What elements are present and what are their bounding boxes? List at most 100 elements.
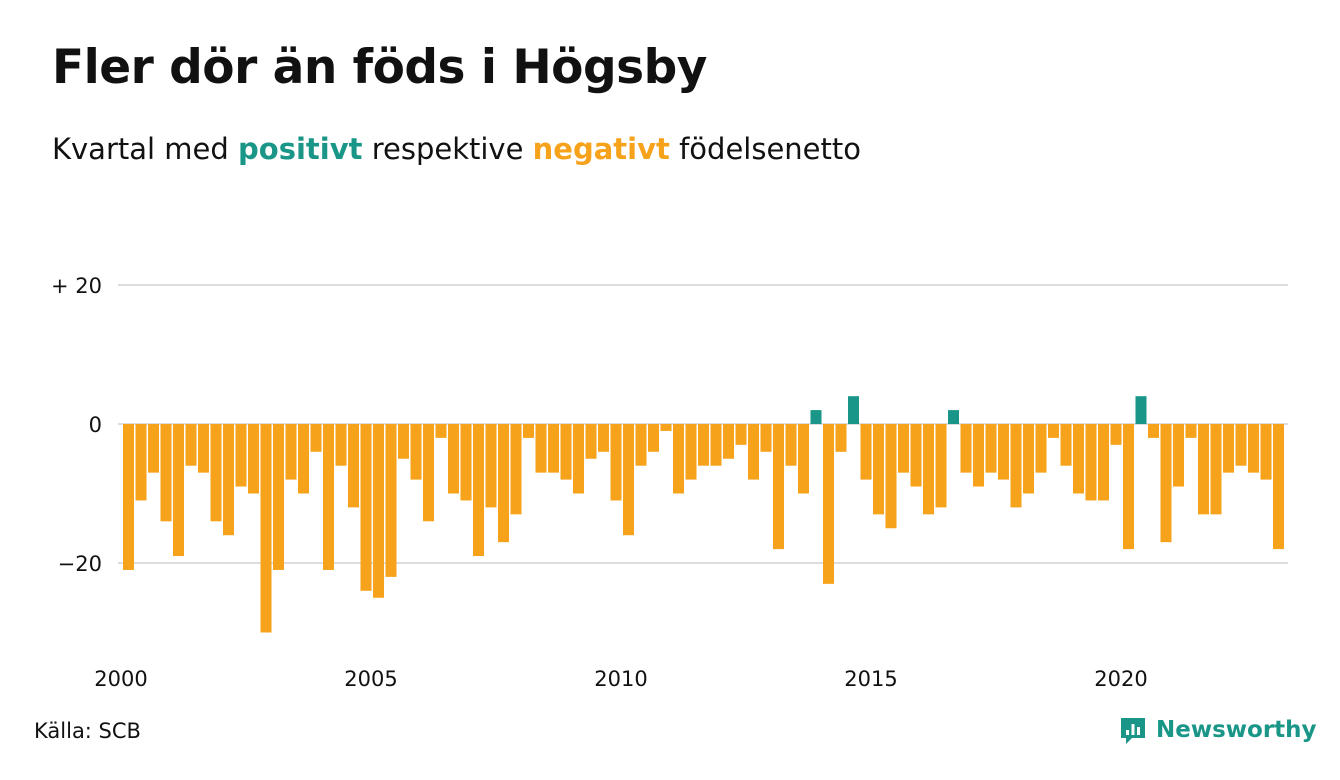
bar (148, 424, 159, 473)
bar (873, 424, 884, 515)
bar (535, 424, 547, 473)
bar (273, 424, 284, 570)
bar (223, 424, 234, 536)
bar (923, 424, 934, 515)
bar (1223, 424, 1234, 473)
bar (1273, 424, 1284, 550)
bar (160, 424, 172, 522)
bar (898, 424, 909, 473)
bar (1085, 424, 1097, 501)
bar (560, 424, 572, 480)
x-tick-label: 2005 (344, 667, 397, 691)
x-tick-label: 2015 (844, 667, 897, 691)
bar (298, 424, 309, 494)
bar (698, 424, 709, 466)
bar (435, 424, 447, 438)
bar (523, 424, 534, 438)
bar (210, 424, 222, 522)
bar (623, 424, 634, 536)
y-tick-label: 0 (89, 413, 102, 437)
bar (235, 424, 247, 487)
bar (960, 424, 972, 473)
bar (810, 410, 822, 424)
bar (1098, 424, 1109, 501)
bar (860, 424, 872, 480)
bar (710, 424, 722, 466)
bar (748, 424, 759, 480)
bar (773, 424, 784, 550)
brand-name: Newsworthy (1156, 717, 1317, 743)
bar (1073, 424, 1084, 494)
bar (310, 424, 322, 452)
bar (998, 424, 1009, 480)
bar (735, 424, 747, 445)
x-tick-label: 2010 (594, 667, 647, 691)
x-tick-label: 2000 (94, 667, 147, 691)
chart-subtitle: Kvartal med positivt respektive negativt… (52, 132, 861, 166)
bar (1123, 424, 1134, 550)
bar (1148, 424, 1159, 438)
bar (885, 424, 897, 529)
bar (673, 424, 684, 494)
bar (635, 424, 647, 466)
bar (1260, 424, 1272, 480)
bar (1110, 424, 1122, 445)
bar (123, 424, 134, 570)
subtitle-text-middle: respektive (371, 132, 524, 166)
bar (1060, 424, 1072, 466)
bar (185, 424, 197, 466)
bar (1210, 424, 1222, 515)
bar (448, 424, 459, 494)
subtitle-negative-label: negativt (532, 132, 670, 166)
bar (585, 424, 597, 459)
bar (1198, 424, 1209, 515)
bar (910, 424, 922, 487)
bar (348, 424, 359, 508)
bar (385, 424, 397, 577)
bar (373, 424, 384, 598)
bar (1248, 424, 1259, 473)
bar (1173, 424, 1184, 487)
bar (260, 424, 272, 633)
bar (648, 424, 659, 452)
bar (785, 424, 797, 466)
bar (848, 396, 859, 424)
bar (548, 424, 559, 473)
bar (798, 424, 809, 494)
newsworthy-logo-icon (1121, 718, 1145, 744)
bar (285, 424, 297, 480)
bar (1010, 424, 1022, 508)
bar (835, 424, 847, 452)
bar (473, 424, 484, 557)
x-tick-label: 2020 (1094, 667, 1147, 691)
bar (610, 424, 622, 501)
bar (985, 424, 997, 473)
bar (323, 424, 334, 570)
bar (760, 424, 772, 452)
y-tick-label: + 20 (51, 274, 102, 298)
bar (248, 424, 259, 494)
bar (660, 424, 672, 431)
bar (1160, 424, 1172, 543)
bar (423, 424, 434, 522)
bar (398, 424, 409, 459)
bar (173, 424, 184, 557)
bar (135, 424, 147, 501)
bar (485, 424, 497, 508)
bar (1185, 424, 1197, 438)
subtitle-text-after: födelsenetto (679, 132, 861, 166)
subtitle-text-before: Kvartal med (52, 132, 229, 166)
bar (410, 424, 422, 480)
bar (948, 410, 959, 424)
bar (335, 424, 347, 466)
bar (498, 424, 509, 543)
bar (1048, 424, 1059, 438)
bar (685, 424, 697, 480)
bar (723, 424, 734, 459)
bar (1023, 424, 1034, 494)
bar (598, 424, 609, 452)
brand-logo: Newsworthy (1118, 715, 1317, 745)
subtitle-positive-label: positivt (238, 132, 363, 166)
bar (1135, 396, 1147, 424)
